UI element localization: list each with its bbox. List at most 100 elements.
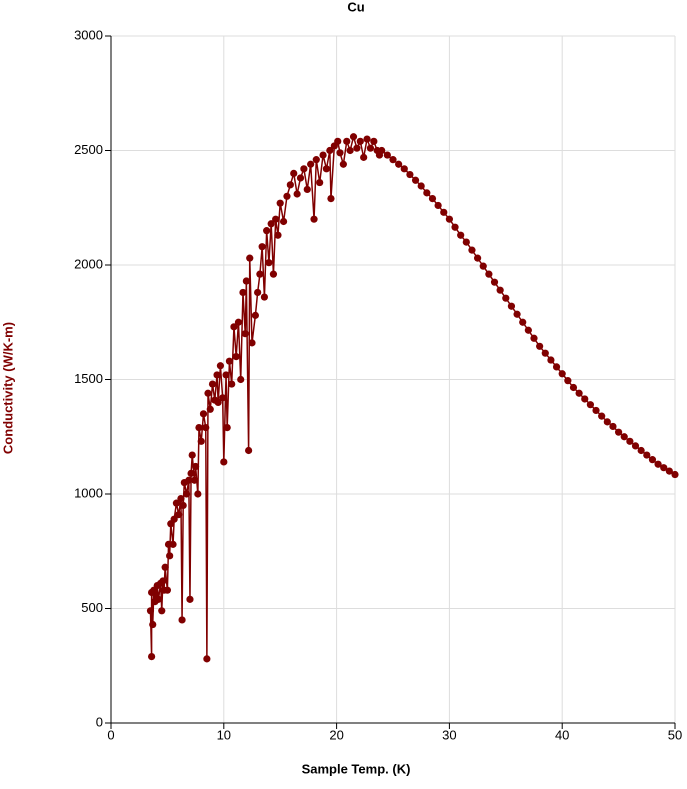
point [343, 137, 351, 145]
point [163, 586, 171, 594]
point [615, 428, 623, 436]
y-tick-label: 0 [96, 714, 103, 729]
point [256, 270, 264, 278]
point [411, 176, 420, 184]
x-axis-label: Sample Temp. (K) [302, 761, 411, 776]
point [190, 476, 199, 484]
point [671, 470, 679, 479]
point [219, 394, 227, 402]
point [223, 423, 231, 432]
point [406, 170, 414, 179]
point [161, 563, 169, 571]
x-tick-label: 30 [442, 727, 456, 742]
point [303, 185, 311, 194]
point [395, 160, 403, 168]
point [316, 178, 324, 187]
point [182, 490, 191, 498]
x-tick-label: 40 [555, 727, 569, 742]
point [547, 356, 555, 364]
point [194, 490, 202, 498]
point [279, 217, 288, 226]
point [169, 540, 177, 548]
point [307, 160, 315, 168]
point [513, 310, 521, 318]
point [598, 412, 606, 420]
x-tick-label: 50 [668, 727, 682, 742]
point [195, 423, 203, 432]
point [319, 151, 327, 159]
point [178, 616, 186, 624]
point [293, 190, 301, 198]
point [327, 194, 335, 203]
point [192, 462, 200, 471]
point [445, 215, 453, 223]
point [541, 349, 549, 357]
point [457, 231, 465, 239]
point [300, 165, 308, 173]
point [552, 363, 561, 371]
point [267, 220, 275, 228]
y-axis-label: Conductivity (W/K-m) [0, 322, 15, 454]
y-tick-label: 2000 [74, 256, 103, 271]
chart-title: Cu [347, 0, 364, 14]
point [451, 223, 459, 231]
x-tick-label: 10 [217, 727, 231, 742]
point [187, 469, 195, 477]
point [225, 357, 234, 365]
point [496, 286, 504, 294]
point [177, 494, 185, 503]
point [326, 146, 334, 155]
point [575, 389, 583, 397]
point [389, 156, 397, 164]
point [263, 227, 271, 235]
y-tick-label: 3000 [74, 27, 103, 42]
y-tick-label: 500 [81, 600, 103, 615]
point [336, 149, 344, 157]
point [241, 330, 249, 338]
point [172, 499, 181, 507]
point [248, 339, 256, 347]
x-tick-label: 20 [329, 727, 343, 742]
point [228, 380, 236, 388]
point [479, 262, 487, 270]
point [283, 192, 291, 200]
y-tick-label: 2500 [74, 142, 103, 157]
point [296, 174, 305, 182]
point [185, 476, 193, 484]
point [234, 318, 243, 326]
point [159, 577, 167, 585]
point [474, 254, 482, 262]
point [206, 405, 214, 413]
point [603, 418, 611, 426]
point [507, 302, 516, 310]
point [490, 278, 499, 286]
point [149, 620, 157, 629]
point [312, 156, 320, 164]
point [530, 334, 538, 342]
point [237, 375, 245, 384]
point [360, 153, 368, 161]
point [637, 446, 645, 455]
point [148, 652, 156, 661]
point [468, 246, 476, 254]
point [485, 270, 493, 278]
point [188, 451, 196, 459]
point [643, 451, 651, 459]
point [260, 293, 269, 301]
point [230, 323, 238, 331]
point [581, 395, 589, 403]
point [428, 194, 437, 203]
point [536, 342, 544, 350]
point [216, 362, 225, 370]
point [214, 398, 222, 406]
point [631, 442, 640, 450]
point [592, 406, 600, 415]
point [363, 135, 371, 143]
point [353, 144, 361, 152]
line [149, 133, 676, 659]
point [349, 133, 358, 141]
point [158, 607, 166, 615]
point [462, 238, 470, 246]
point [154, 595, 162, 603]
point [245, 446, 253, 455]
